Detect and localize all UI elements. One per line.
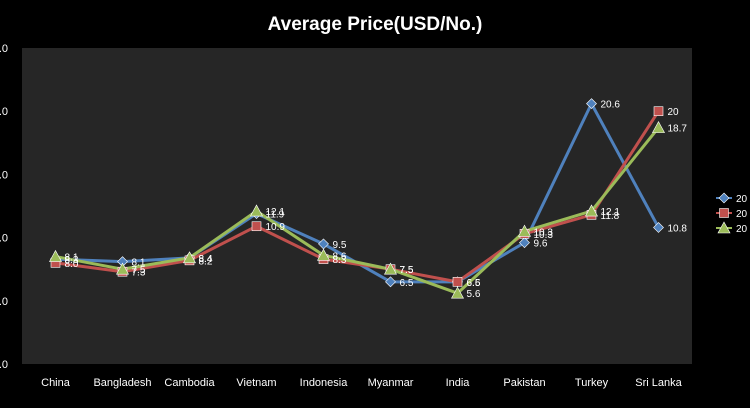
y-tick-label: .0 bbox=[0, 233, 8, 245]
x-tick-label: Cambodia bbox=[164, 377, 215, 389]
legend: 20 20 20 bbox=[716, 192, 748, 235]
data-label: 7.5 bbox=[132, 265, 146, 276]
data-label: 10.9 bbox=[266, 222, 286, 233]
x-tick-label: Turkey bbox=[575, 377, 609, 389]
data-labels: 8.3 8.1 8.411.99.56.5 6.59.620.610.88.07.38… bbox=[65, 100, 688, 301]
data-point-marker bbox=[182, 251, 197, 264]
data-label: 8.3 bbox=[65, 255, 79, 266]
chart-title: Average Price(USD/No.) bbox=[268, 14, 483, 35]
data-label: 8.4 bbox=[199, 254, 213, 265]
data-label: 11.8 bbox=[601, 211, 620, 222]
data-point-marker bbox=[450, 286, 465, 299]
data-point-marker bbox=[452, 277, 463, 287]
data-point-marker bbox=[653, 222, 664, 233]
data-point-marker bbox=[584, 204, 599, 217]
data-point-marker bbox=[517, 224, 532, 237]
data-point-marker bbox=[586, 98, 597, 110]
data-point-marker bbox=[653, 106, 664, 116]
data-label: 10.8 bbox=[668, 223, 688, 234]
legend-marker bbox=[717, 221, 731, 234]
data-point-marker bbox=[385, 276, 396, 288]
data-label: 8.2 bbox=[199, 256, 213, 267]
data-point-marker bbox=[316, 248, 331, 261]
x-tick-label: Bangladesh bbox=[93, 377, 151, 389]
x-tick-label: Indonesia bbox=[300, 377, 349, 389]
data-label: 18.7 bbox=[668, 124, 688, 135]
legend-label: 20 bbox=[736, 224, 748, 235]
x-tick-label: Sri Lanka bbox=[635, 377, 682, 389]
x-tick-label: India bbox=[446, 377, 471, 389]
legend-marker bbox=[719, 208, 729, 218]
data-label: 10.3 bbox=[534, 230, 554, 241]
x-tick-label: Myanmar bbox=[368, 377, 414, 389]
data-label: 7.3 bbox=[132, 268, 146, 279]
plot-area bbox=[22, 48, 692, 364]
y-tick-label: .0 bbox=[0, 359, 8, 371]
y-tick-label: .0 bbox=[0, 296, 8, 308]
y-axis-tick-labels: .0 .0 .0 .0 .0 .0 bbox=[0, 43, 8, 371]
data-label: 6.6 bbox=[467, 278, 481, 289]
data-point-marker bbox=[251, 221, 262, 232]
data-label: 10.3 bbox=[534, 227, 554, 238]
data-label: 11.9 bbox=[266, 210, 285, 221]
data-point-marker bbox=[48, 249, 63, 262]
data-label: 5.6 bbox=[467, 289, 481, 300]
y-tick-label: .0 bbox=[0, 106, 8, 118]
data-label: 6.5 bbox=[400, 278, 414, 289]
series-line bbox=[55, 126, 660, 295]
series-lines bbox=[55, 102, 660, 295]
data-label: 8.3 bbox=[333, 255, 347, 266]
data-point-marker bbox=[651, 121, 666, 133]
series-markers bbox=[48, 98, 666, 299]
data-point-marker bbox=[519, 237, 530, 249]
x-axis-tick-labels: China Bangladesh Cambodia Vietnam Indonesia M… bbox=[41, 377, 682, 389]
data-label: 6.5 bbox=[467, 278, 481, 289]
data-label: 12.1 bbox=[601, 207, 621, 218]
x-tick-label: China bbox=[41, 377, 71, 389]
legend-label: 20 bbox=[736, 209, 748, 220]
y-tick-label: .0 bbox=[0, 169, 8, 181]
data-label: 7.5 bbox=[400, 265, 414, 276]
data-label: 8.1 bbox=[132, 258, 146, 269]
data-label: 8.1 bbox=[65, 253, 79, 264]
data-label: 8.0 bbox=[65, 259, 79, 270]
legend-label: 20 bbox=[736, 194, 748, 205]
y-tick-label: .0 bbox=[0, 43, 8, 55]
data-label: 20 bbox=[668, 107, 680, 118]
x-tick-label: Pakistan bbox=[503, 377, 545, 389]
data-label: 9.6 bbox=[534, 239, 548, 250]
data-point-marker bbox=[383, 262, 398, 275]
data-point-marker bbox=[249, 204, 264, 217]
data-label: 7.5 bbox=[400, 265, 414, 276]
x-tick-label: Vietnam bbox=[236, 377, 276, 389]
data-label: 8.6 bbox=[333, 251, 347, 262]
data-point-marker bbox=[115, 262, 130, 275]
data-label: 9.5 bbox=[333, 240, 347, 251]
data-label: 20.6 bbox=[601, 100, 621, 111]
legend-marker bbox=[718, 192, 730, 204]
data-label: 12.1 bbox=[266, 207, 286, 218]
series-line bbox=[55, 110, 660, 284]
data-label: 8.4 bbox=[199, 254, 213, 265]
